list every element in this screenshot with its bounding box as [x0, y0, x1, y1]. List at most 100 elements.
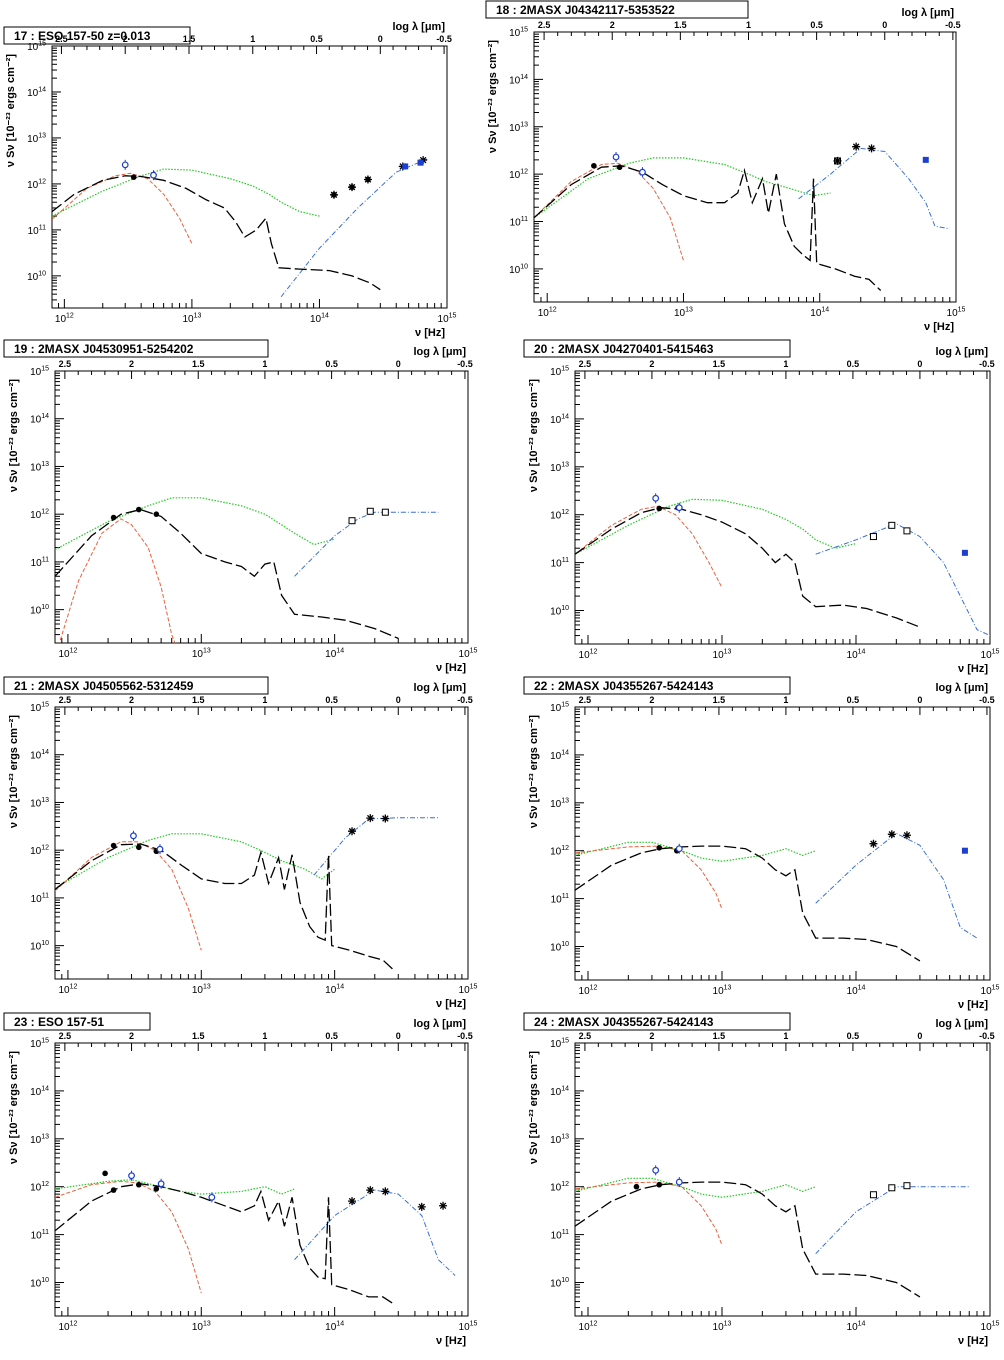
photometry-point-star: [833, 156, 842, 165]
top-tick-label: 2: [129, 1031, 134, 1041]
photometry-point-filled: [110, 1187, 117, 1193]
total-model-curve: [55, 508, 399, 639]
y-tick-label: 1015: [30, 1038, 49, 1051]
photometry-point-open: [652, 1166, 660, 1174]
plot-area: [55, 814, 439, 972]
x-tick-label: 1013: [192, 1321, 211, 1334]
photometry-point-filled: [153, 511, 160, 517]
photometry-point-star: [348, 183, 357, 192]
plot-area: [575, 1165, 970, 1298]
total-model-curve: [575, 845, 921, 962]
photometry-point-open: [156, 845, 164, 853]
photometry-point-square: [888, 521, 896, 529]
y-tick-label: 1015: [30, 702, 49, 715]
photometry-point-square: [869, 533, 877, 541]
x-axis-title: ν [Hz]: [958, 663, 988, 675]
top-tick-label: 1: [783, 1031, 788, 1041]
y-tick-label: 1011: [31, 556, 49, 569]
photometry-point-star: [869, 839, 878, 848]
y-axis-title: ν Sν [10⁻²³ ergs cm⁻²]: [5, 54, 17, 167]
top-tick-label: 1: [783, 695, 788, 705]
x-tick-label: 1012: [58, 1321, 77, 1334]
panel-title: 19 : 2MASX J04530951-5254202: [14, 342, 194, 356]
y-tick-label: 1010: [550, 1277, 569, 1290]
top-tick-label: -0.5: [436, 34, 452, 44]
y-tick-label: 1014: [550, 1085, 569, 1098]
photometry-point-open: [675, 845, 683, 853]
y-tick-label: 1013: [30, 461, 49, 474]
y-tick-label: 1015: [30, 366, 49, 379]
top-axis-title: log λ [μm]: [413, 346, 466, 358]
cold-dust-curve: [575, 845, 723, 910]
top-tick-label: 0.5: [847, 1031, 860, 1041]
cold-dust-curve: [55, 1180, 202, 1294]
photometry-point-open: [675, 1178, 683, 1186]
photometry-point-square: [888, 1184, 896, 1192]
photometry-point-open: [128, 1172, 135, 1180]
x-tick-label: 1014: [847, 649, 866, 662]
top-tick-label: 2.5: [579, 695, 592, 705]
x-axis-title: ν [Hz]: [436, 662, 466, 674]
top-axis-title: log λ [μm]: [413, 1018, 466, 1030]
x-tick-label: 1014: [325, 1321, 344, 1334]
title-box: [3, 676, 269, 695]
top-tick-label: 0: [378, 34, 383, 44]
x-axis-title: ν [Hz]: [924, 321, 954, 333]
title-box: [485, 0, 749, 19]
x-tick-label: 1013: [192, 648, 211, 661]
photometry-point-filled: [136, 844, 142, 851]
photometry-point-filled: [136, 1181, 142, 1188]
photometry-point-filled: [633, 1183, 640, 1190]
x-tick-label: 1015: [981, 649, 1000, 662]
total-model-curve: [52, 175, 381, 291]
top-tick-label: 2.5: [55, 34, 68, 44]
photometry-point-open: [652, 494, 660, 502]
x-axis-title: ν [Hz]: [436, 998, 466, 1010]
top-tick-label: 2.5: [59, 695, 72, 705]
photometry-point-open: [121, 161, 129, 169]
top-axis-title: log λ [μm]: [935, 682, 988, 694]
photometry-point-star: [348, 827, 357, 836]
top-tick-label: 2.5: [59, 1031, 72, 1041]
photometry-point-blue: [961, 847, 968, 854]
photometry-point-star: [867, 144, 876, 153]
y-axis-title: ν Sν [10⁻²³ ergs cm⁻²]: [528, 715, 540, 828]
y-tick-label: 1013: [27, 132, 46, 145]
top-tick-label: 1.5: [713, 695, 726, 705]
panel-18: 18 : 2MASX J04342117-5353522 1012 1013 1014…: [485, 0, 966, 333]
y-tick-label: 1013: [30, 797, 49, 810]
top-tick-label: 0: [882, 20, 887, 30]
x-tick-label: 1013: [192, 984, 211, 997]
top-tick-label: 1: [746, 20, 751, 30]
top-tick-label: 0.5: [325, 695, 338, 705]
x-tick-label: 1015: [438, 313, 457, 326]
y-axis-title: ν Sν [10⁻²³ ergs cm⁻²]: [528, 1051, 540, 1164]
photometry-point-star: [381, 1187, 390, 1196]
top-tick-label: -0.5: [457, 359, 473, 369]
y-tick-label: 1014: [30, 413, 49, 426]
stellar-component-curve: [294, 511, 439, 577]
top-tick-label: -0.5: [979, 1031, 995, 1041]
y-tick-label: 1013: [550, 461, 569, 474]
x-tick-label: 1014: [847, 985, 866, 998]
x-tick-label: 1014: [810, 307, 829, 320]
x-tick-label: 1015: [981, 985, 1000, 998]
y-tick-label: 1010: [30, 1277, 49, 1290]
top-tick-label: 2: [649, 359, 654, 369]
x-axis-title: ν [Hz]: [958, 1335, 988, 1347]
panel-22: 22 : 2MASX J04355267-5424143 1012 1013 1014…: [523, 676, 1000, 1011]
photometry-point-open: [675, 504, 683, 512]
y-axis-title: ν Sν [10⁻²³ ergs cm⁻²]: [528, 379, 540, 492]
top-tick-label: 0: [917, 695, 922, 705]
x-tick-label: 1013: [182, 313, 201, 326]
total-model-curve: [55, 1183, 395, 1305]
y-tick-label: 1010: [550, 941, 569, 954]
top-tick-label: -0.5: [457, 1031, 473, 1041]
top-tick-label: 1: [262, 1031, 267, 1041]
top-tick-label: 1.5: [713, 1031, 726, 1041]
y-tick-label: 1011: [31, 1229, 49, 1242]
top-tick-label: 2: [123, 34, 128, 44]
cold-dust-curve: [52, 172, 193, 244]
y-tick-label: 1011: [551, 1229, 569, 1242]
starburst-template-curve: [52, 168, 320, 217]
